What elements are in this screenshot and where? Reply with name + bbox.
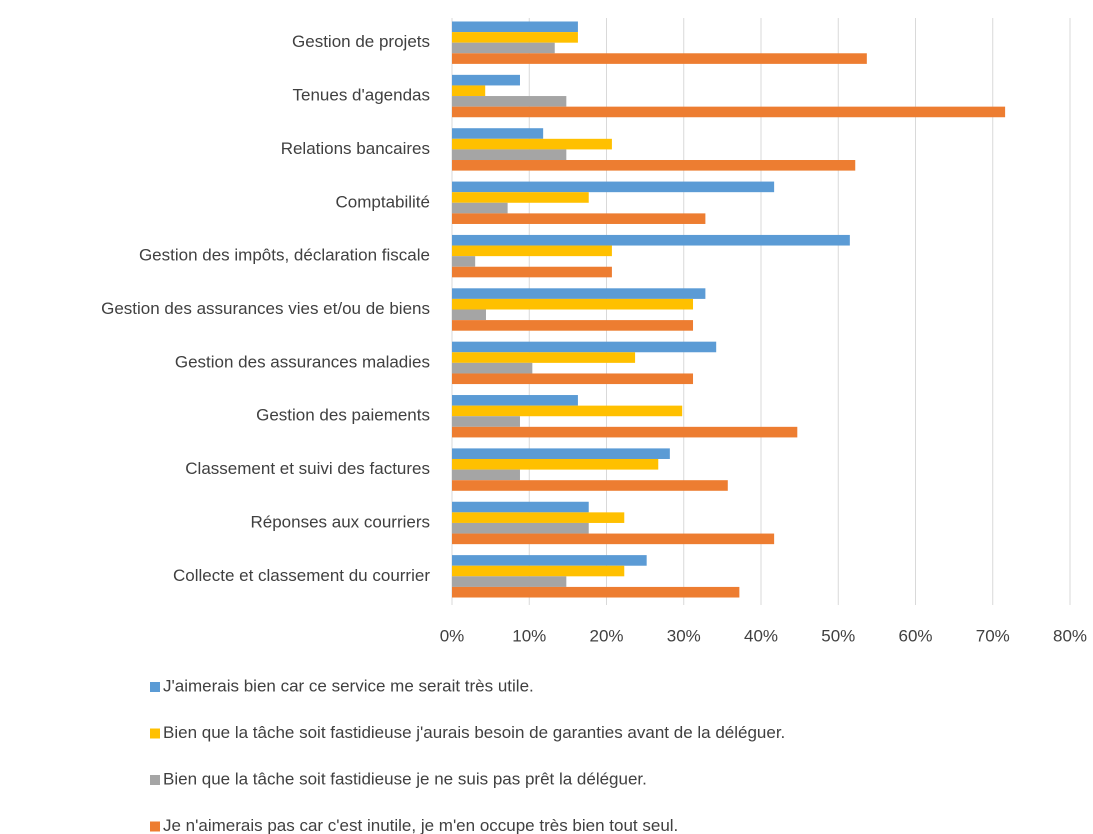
x-tick-label: 0% — [440, 626, 465, 645]
bar — [452, 362, 533, 374]
x-tick-label: 10% — [512, 626, 546, 645]
bar — [452, 341, 717, 353]
legend-label: J'aimerais bien car ce service me serait… — [163, 676, 534, 695]
y-tick-label: Tenues d'agendas — [293, 86, 430, 105]
y-tick-label: Relations bancaires — [281, 139, 430, 158]
y-tick-label: Classement et suivi des factures — [185, 459, 430, 478]
legend-label: Je n'aimerais pas car c'est inutile, je … — [163, 816, 678, 834]
bar — [452, 181, 775, 193]
bar — [452, 128, 544, 139]
bar — [452, 202, 508, 214]
y-tick-label: Gestion des assurances maladies — [175, 352, 430, 371]
bar — [452, 213, 706, 224]
y-tick-label: Gestion des impôts, déclaration fiscale — [139, 246, 430, 265]
legend-swatch — [150, 682, 160, 692]
bar — [452, 32, 578, 43]
y-tick-label: Comptabilité — [336, 192, 431, 211]
bar — [452, 512, 625, 523]
bar — [452, 266, 612, 278]
bar — [452, 352, 636, 363]
bar — [452, 245, 612, 257]
bar — [452, 416, 520, 427]
x-tick-label: 30% — [667, 626, 701, 645]
legend-label: Bien que la tâche soit fastidieuse j'aur… — [163, 723, 785, 742]
bar — [452, 21, 578, 33]
legend-swatch — [150, 775, 160, 785]
bar — [452, 106, 1006, 118]
y-tick-label: Gestion des paiements — [256, 406, 430, 425]
x-tick-label: 20% — [589, 626, 623, 645]
bar — [452, 448, 670, 459]
bar — [452, 426, 798, 438]
bar — [452, 85, 486, 97]
bar — [452, 576, 567, 587]
legend-label: Bien que la tâche soit fastidieuse je ne… — [163, 769, 647, 788]
bar — [452, 533, 775, 545]
bar — [452, 405, 683, 417]
bar — [452, 480, 728, 491]
bar — [452, 53, 867, 64]
bar — [452, 234, 850, 246]
bar — [452, 458, 659, 470]
y-tick-label: Collecte et classement du courrier — [173, 566, 430, 585]
bar — [452, 395, 578, 406]
bar — [452, 555, 647, 566]
legend-swatch — [150, 821, 160, 832]
bar — [452, 256, 476, 267]
bar — [452, 522, 589, 534]
x-tick-label: 80% — [1053, 626, 1087, 645]
bar — [452, 149, 567, 161]
x-tick-label: 60% — [898, 626, 932, 645]
y-tick-label: Gestion de projets — [292, 32, 430, 51]
x-tick-label: 40% — [744, 626, 778, 645]
bar — [452, 74, 520, 86]
bar — [452, 565, 625, 577]
legend-swatch — [150, 728, 160, 739]
bar — [452, 288, 706, 299]
bar — [452, 469, 520, 481]
bar — [452, 320, 694, 331]
bar — [452, 192, 589, 203]
bar — [452, 96, 567, 107]
bar — [452, 501, 589, 513]
bar — [452, 586, 740, 598]
bar — [452, 160, 856, 171]
bar — [452, 309, 486, 321]
bar — [452, 42, 555, 54]
x-tick-label: 70% — [976, 626, 1010, 645]
y-tick-label: Réponses aux courriers — [250, 512, 430, 531]
bar — [452, 373, 694, 385]
bar — [452, 298, 694, 310]
x-tick-label: 50% — [821, 626, 855, 645]
y-tick-label: Gestion des assurances vies et/ou de bie… — [101, 299, 430, 318]
bar — [452, 138, 612, 150]
